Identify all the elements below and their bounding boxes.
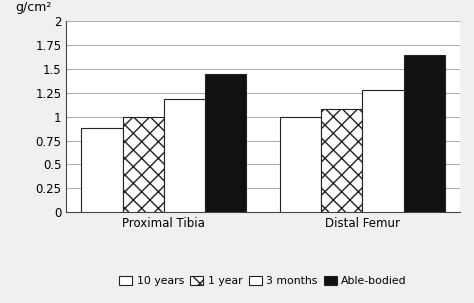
Bar (321, 109, 362, 212)
Bar (164, 99, 205, 212)
Bar (123, 117, 164, 212)
Text: g/cm²: g/cm² (15, 1, 52, 14)
Bar (280, 117, 321, 212)
Legend: 10 years, 1 year, 3 months, Able-bodied: 10 years, 1 year, 3 months, Able-bodied (115, 271, 411, 291)
Bar (403, 55, 445, 212)
Bar (82, 128, 123, 212)
Bar (205, 74, 246, 212)
Bar (362, 90, 403, 212)
